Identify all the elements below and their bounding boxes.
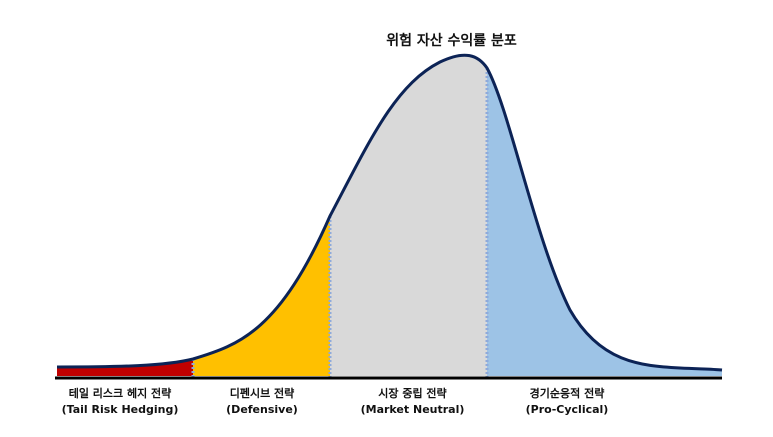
label-defensive-ko: 디펜시브 전략 — [229, 387, 295, 400]
distribution-outline — [56, 53, 723, 372]
label-tail-risk: 테일 리스크 헤지 전략 (Tail Risk Hedging) — [45, 386, 195, 418]
defensive-region — [193, 216, 330, 376]
label-market-neutral: 시장 중립 전략 (Market Neutral) — [340, 386, 485, 418]
label-tail-risk-ko: 테일 리스크 헤지 전략 — [68, 387, 172, 400]
label-pro-cyclical-en: (Pro-Cyclical) — [525, 403, 609, 416]
market-neutral-region — [330, 55, 487, 376]
label-market-neutral-en: (Market Neutral) — [360, 403, 465, 416]
label-defensive-en: (Defensive) — [226, 403, 298, 416]
label-market-neutral-ko: 시장 중립 전략 — [378, 387, 447, 400]
label-tail-risk-en: (Tail Risk Hedging) — [61, 403, 179, 416]
diagram-title: 위험 자산 수익률 분포 — [386, 33, 517, 49]
label-defensive: 디펜시브 전략 (Defensive) — [197, 386, 327, 418]
pro-cyclical-region — [487, 68, 722, 376]
label-pro-cyclical: 경기순응적 전략 (Pro-Cyclical) — [492, 386, 642, 418]
label-pro-cyclical-ko: 경기순응적 전략 — [529, 387, 605, 400]
